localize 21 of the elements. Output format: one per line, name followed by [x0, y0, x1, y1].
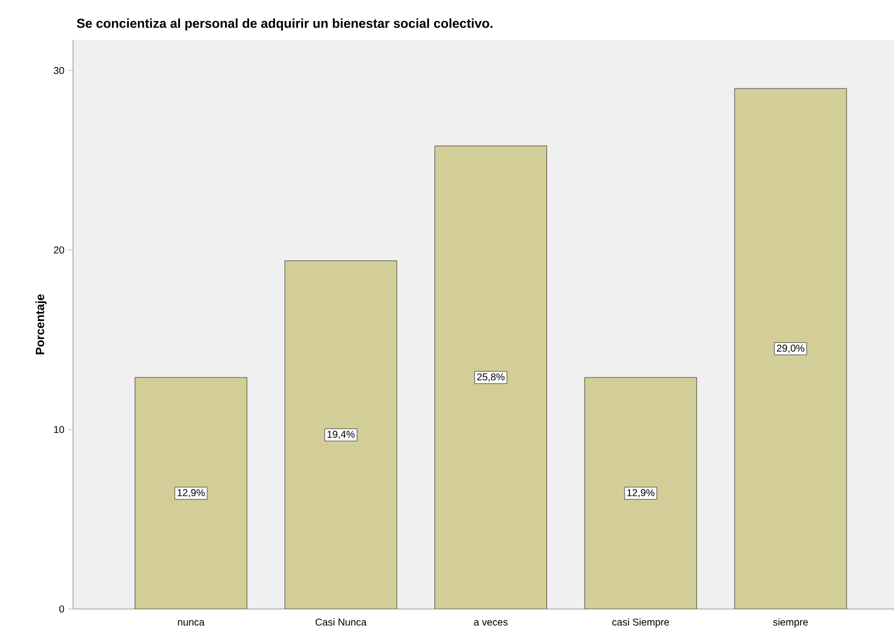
x-tick-label: casi Siempre	[612, 618, 670, 628]
x-tick-label: siempre	[773, 618, 808, 628]
bar	[134, 377, 248, 609]
bar	[734, 88, 847, 609]
y-tick-label: 10	[54, 426, 64, 434]
data-label: 19,4%	[328, 430, 355, 440]
bar	[284, 260, 398, 609]
y-tick-label: 20	[54, 246, 64, 254]
bar	[434, 146, 547, 609]
data-label: 25,8%	[477, 373, 505, 382]
bar	[584, 377, 697, 609]
y-tick-label: 0	[59, 605, 64, 613]
y-axis-title: Porcentaje	[35, 294, 47, 354]
y-tick-label: 30	[54, 66, 64, 74]
data-label: 12,9%	[178, 489, 205, 498]
chart-title: Se concientiza al personal de adquirir un bienestar social colectivo.	[76, 18, 492, 30]
x-tick-label: Casi Nunca	[316, 618, 367, 626]
data-label: 12,9%	[627, 489, 654, 498]
x-tick-label: a veces	[474, 620, 508, 626]
x-tick-label: nunca	[178, 620, 205, 626]
data-label: 29,0%	[776, 344, 804, 353]
